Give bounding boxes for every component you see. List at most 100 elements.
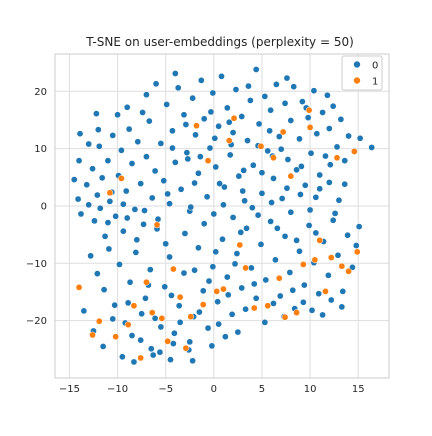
legend-marker-1 [353,76,361,85]
point-series-0 [183,149,191,156]
plot-area [55,54,389,378]
point-series-1 [338,262,346,270]
point-series-0 [270,175,277,182]
point-series-0 [238,113,246,120]
point-series-1 [118,175,125,182]
point-series-1 [306,124,314,131]
point-series-0 [208,342,216,350]
point-series-0 [203,193,211,201]
point-series-0 [270,300,277,307]
point-series-0 [287,208,295,216]
point-series-0 [307,149,315,157]
point-series-0 [143,153,150,160]
point-series-1 [311,256,319,264]
point-series-0 [226,151,234,159]
point-series-0 [114,111,121,119]
point-series-0 [177,185,185,193]
point-series-0 [205,277,213,285]
point-series-0 [139,109,146,116]
x-tick-label: −10 [107,384,128,395]
point-series-0 [189,94,196,102]
point-series-1 [170,265,177,273]
point-series-0 [297,191,304,198]
point-series-0 [231,260,239,268]
point-series-0 [119,353,126,361]
point-series-0 [214,298,222,306]
point-series-0 [182,121,190,128]
point-series-0 [180,269,188,277]
point-series-0 [99,343,107,350]
point-series-0 [191,266,198,274]
point-series-0 [250,280,258,288]
point-series-0 [290,83,298,91]
point-series-0 [180,111,188,119]
point-series-1 [236,241,244,249]
point-series-0 [209,89,217,97]
point-series-1 [333,154,341,162]
point-series-1 [322,288,329,295]
point-series-0 [171,329,178,337]
legend: 0 1 [341,55,383,91]
point-series-0 [268,199,275,206]
point-series-0 [212,248,220,256]
point-series-0 [93,110,100,117]
point-series-0 [122,187,130,195]
point-series-1 [137,354,145,362]
point-series-0 [123,103,131,111]
point-series-0 [111,301,119,309]
y-tick-label: 0 [41,201,47,212]
point-series-0 [142,294,149,302]
x-tick-label: 5 [259,384,265,395]
point-series-0 [169,144,176,152]
point-series-0 [196,308,203,316]
legend-label-0: 0 [372,61,378,72]
point-series-0 [240,167,248,174]
point-series-0 [248,264,255,272]
point-series-0 [275,133,283,140]
point-series-0 [91,217,98,225]
point-series-0 [345,132,352,140]
point-series-0 [316,185,324,193]
point-series-0 [229,214,237,221]
point-series-0 [184,155,192,163]
point-series-0 [197,77,205,84]
point-series-1 [345,267,352,275]
point-series-1 [257,142,265,150]
point-series-0 [167,356,174,363]
point-series-0 [206,144,214,152]
point-series-0 [145,117,153,125]
point-series-0 [229,129,237,136]
point-series-0 [281,99,289,107]
point-series-0 [325,272,332,279]
point-series-0 [199,287,207,295]
point-series-0 [96,204,104,212]
point-series-0 [94,191,101,199]
point-series-0 [200,220,208,228]
point-series-0 [237,228,245,236]
point-series-0 [168,292,175,299]
point-series-0 [70,176,78,183]
point-series-0 [116,261,123,268]
point-series-0 [273,81,280,88]
point-series-1 [199,301,207,308]
point-series-1 [148,309,156,316]
point-series-0 [331,210,339,217]
point-series-0 [289,286,297,294]
point-series-1 [89,331,96,339]
point-series-1 [112,333,119,341]
x-tick-label: 15 [352,384,365,395]
point-series-1 [250,304,258,312]
axes-frame [54,53,390,379]
point-series-0 [148,194,156,202]
point-series-0 [276,292,284,300]
point-series-0 [242,305,249,313]
point-series-0 [322,152,329,160]
point-series-0 [163,101,171,108]
point-series-0 [299,298,307,306]
point-series-0 [335,196,343,204]
point-series-0 [171,159,179,166]
point-series-0 [106,198,114,205]
point-series-0 [284,156,292,163]
point-series-0 [329,216,337,224]
point-series-0 [338,303,346,311]
